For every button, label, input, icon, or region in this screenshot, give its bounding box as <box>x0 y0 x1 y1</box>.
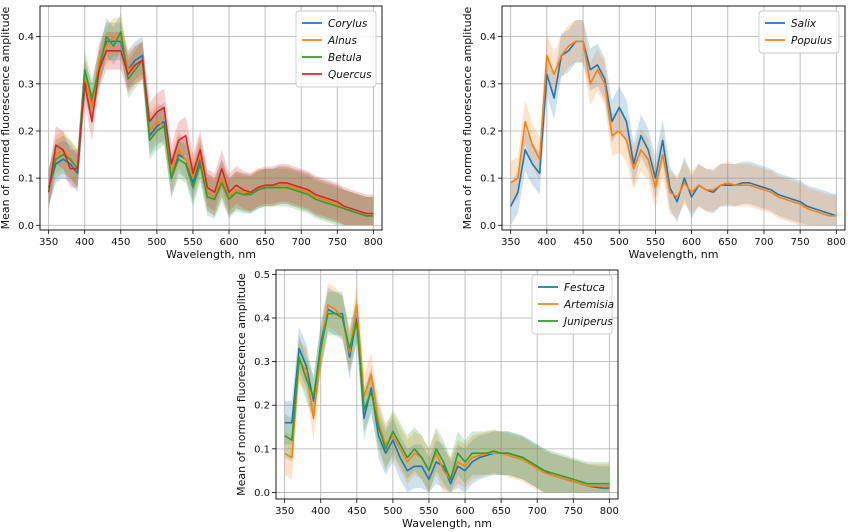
x-tick-label: 600 <box>219 237 238 248</box>
x-tick-label: 500 <box>147 237 166 248</box>
series-group <box>509 20 837 226</box>
x-tick-label: 700 <box>528 506 547 517</box>
series-line-juniperus <box>284 312 610 485</box>
x-tick-label: 450 <box>573 237 592 248</box>
x-tick-label: 400 <box>537 237 556 248</box>
confidence-band-festuca <box>284 287 610 493</box>
x-tick-label: 700 <box>292 237 311 248</box>
x-tick-label: 550 <box>646 237 665 248</box>
legend-label-quercus: Quercus <box>328 69 372 81</box>
series-line-artemisia <box>284 304 610 487</box>
confidence-band-quercus <box>48 31 374 226</box>
legend-label-salix: Salix <box>791 18 817 30</box>
x-tick-label: 450 <box>111 237 130 248</box>
chart-panel-3: 350 400 450 500 550 600 650 700 750 800 0.0 0.1 0.2 0… <box>235 269 619 530</box>
x-axis-label: Wavelength, nm <box>402 517 492 530</box>
series-line-populus <box>510 40 837 217</box>
axes-frame <box>275 269 619 500</box>
x-tick-label: 400 <box>311 506 330 517</box>
y-tick-label: 0.3 <box>18 79 34 90</box>
x-tick-label: 700 <box>754 237 773 248</box>
legend-label-juniperus: Juniperus <box>562 316 613 328</box>
x-tick-label: 750 <box>328 237 347 248</box>
legend: Festuca Artemisia Juniperus <box>531 274 614 335</box>
x-tick-label: 800 <box>364 237 383 248</box>
y-tick-label: 0.1 <box>254 444 270 455</box>
x-tick-label: 800 <box>827 237 846 248</box>
y-tick-label: 0.0 <box>18 221 34 232</box>
chart-panel-2: 350 400 450 500 550 600 650 700 750 800 0.0 0.1 0.2 0… <box>461 5 846 261</box>
series-group <box>284 283 610 493</box>
y-axis-label: Mean of normed fluorescence amplitude <box>235 273 248 496</box>
y-tick-label: 0.1 <box>480 174 496 185</box>
y-tick-label: 0.1 <box>18 174 34 185</box>
axes-frame <box>501 5 846 231</box>
legend-box <box>295 10 377 88</box>
y-tick-label: 0.4 <box>18 32 34 43</box>
y-tick-label: 0.3 <box>254 357 270 368</box>
legend-label-alnus: Alnus <box>327 35 357 47</box>
x-tick-label: 750 <box>791 237 810 248</box>
legend-label-betula: Betula <box>328 52 362 64</box>
y-tick-label: 0.2 <box>254 401 270 412</box>
series-line-betula <box>47 31 374 217</box>
legend-label-artemisia: Artemisia <box>563 299 614 311</box>
legend: Salix Populus <box>758 10 840 54</box>
x-axis-label: Wavelength, nm <box>629 248 719 261</box>
x-tick-label: 600 <box>682 237 701 248</box>
y-tick-label: 0.4 <box>254 313 270 324</box>
chart-panel-1: 350 400 450 500 550 600 650 700 750 800 0.0 0.1 0.2 0… <box>0 5 383 261</box>
legend-box <box>758 10 840 54</box>
confidence-band-salix <box>510 20 837 226</box>
y-tick-label: 0.0 <box>480 221 496 232</box>
x-tick-label: 750 <box>564 506 583 517</box>
x-axis-label: Wavelength, nm <box>166 248 256 261</box>
legend: Corylus Alnus Betula Quercus <box>295 10 377 88</box>
x-tick-label: 450 <box>347 506 366 517</box>
x-tick-label: 350 <box>501 237 520 248</box>
x-tick-label: 550 <box>419 506 438 517</box>
x-tick-label: 350 <box>275 506 294 517</box>
x-tick-label: 500 <box>383 506 402 517</box>
y-tick-label: 0.2 <box>480 126 496 137</box>
x-tick-label: 800 <box>600 506 619 517</box>
series-group <box>47 13 374 226</box>
y-tick-label: 0.4 <box>480 32 496 43</box>
x-tick-label: 550 <box>183 237 202 248</box>
x-tick-label: 350 <box>39 237 58 248</box>
confidence-band-alnus <box>48 17 374 226</box>
x-tick-label: 650 <box>256 237 275 248</box>
axes-frame <box>39 5 383 231</box>
confidence-band-populus <box>510 20 837 226</box>
series-line-quercus <box>47 49 374 215</box>
legend-label-corylus: Corylus <box>328 18 368 30</box>
confidence-band-artemisia <box>284 283 610 493</box>
legend-label-festuca: Festuca <box>564 282 605 294</box>
y-tick-label: 0.0 <box>254 488 270 499</box>
x-tick-label: 400 <box>75 237 94 248</box>
y-axis-label: Mean of normed fluorescence amplitude <box>461 6 474 229</box>
x-tick-label: 600 <box>455 506 474 517</box>
x-tick-label: 500 <box>610 237 629 248</box>
x-tick-label: 650 <box>492 506 511 517</box>
legend-box <box>531 274 613 335</box>
y-axis-label: Mean of normed fluorescence amplitude <box>0 6 12 229</box>
legend-label-populus: Populus <box>791 35 833 47</box>
y-tick-label: 0.3 <box>480 79 496 90</box>
x-tick-label: 650 <box>718 237 737 248</box>
y-tick-label: 0.2 <box>18 126 34 137</box>
y-tick-label: 0.5 <box>254 270 270 281</box>
confidence-band-juniperus <box>284 291 610 493</box>
